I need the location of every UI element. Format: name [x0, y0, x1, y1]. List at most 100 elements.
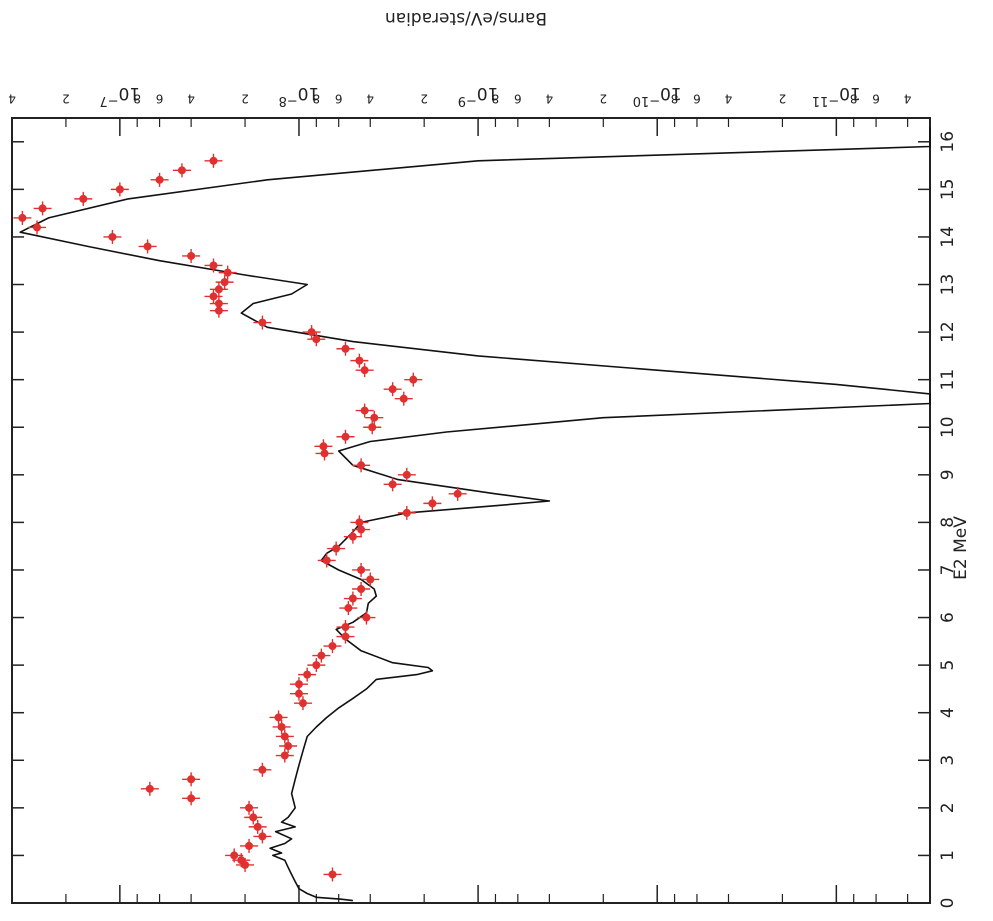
- y-minor-tick-label: 8: [850, 92, 858, 106]
- data-point: [314, 439, 333, 454]
- model-curve-layer: [19, 127, 931, 902]
- data-point: [218, 265, 237, 280]
- y-minor-tick-label: 4: [187, 92, 195, 106]
- data-point: [33, 201, 52, 216]
- y-minor-tick-label: 4: [546, 92, 554, 106]
- data-point: [279, 739, 298, 753]
- data-point: [248, 819, 267, 834]
- x-tick-label: 11: [938, 369, 958, 391]
- y-minor-tick-label: 2: [62, 92, 70, 106]
- data-point: [150, 172, 169, 187]
- data-point: [448, 486, 467, 501]
- y-minor-tick-label: 6: [514, 92, 522, 106]
- data-point: [397, 467, 416, 482]
- x-tick-label: 6: [938, 612, 958, 623]
- data-point: [363, 420, 382, 435]
- data-point: [269, 710, 288, 725]
- y-minor-tick-label: 2: [241, 92, 249, 106]
- data-point: [272, 719, 291, 734]
- data-point: [361, 572, 380, 587]
- y-minor-tick-label: 6: [335, 92, 343, 106]
- x-axis-title: E2 MeV: [951, 516, 971, 580]
- data-point: [275, 729, 294, 744]
- y-minor-tick-label: 8: [313, 92, 321, 106]
- data-point: [182, 791, 201, 806]
- data-point: [204, 289, 223, 304]
- data-point: [215, 275, 234, 290]
- y-minor-tick-label: 8: [671, 92, 679, 106]
- y-major-tick-label: 10−10: [633, 83, 682, 108]
- data-point: [138, 239, 157, 254]
- x-tick-label: 3: [938, 755, 958, 766]
- data-point: [307, 658, 326, 673]
- data-point: [336, 620, 355, 635]
- data-point: [323, 867, 342, 882]
- data-point: [172, 163, 191, 178]
- data-point: [323, 639, 342, 654]
- y-minor-tick-label: 2: [779, 92, 787, 106]
- data-point: [312, 648, 331, 663]
- y-major-tick-label: 10−8: [279, 83, 320, 108]
- data-point: [302, 325, 321, 340]
- data-point: [343, 529, 362, 544]
- data-point: [394, 391, 413, 406]
- data-point: [365, 410, 384, 425]
- data-point: [209, 282, 228, 297]
- x-tick-label: 9: [938, 469, 958, 480]
- data-point: [225, 848, 244, 863]
- x-tick-label: 14: [938, 226, 958, 248]
- data-point: [352, 458, 371, 473]
- y-minor-tick-label: 6: [156, 92, 164, 106]
- plot-frame: [11, 117, 931, 904]
- y-minor-tick-label: 8: [133, 92, 141, 106]
- data-points-layer: [13, 153, 467, 882]
- y-minor-tick-label: 2: [599, 92, 607, 106]
- x-tick-label: 10: [938, 416, 958, 438]
- data-point: [293, 696, 312, 711]
- data-point: [397, 505, 416, 520]
- y-major-tick-label: 10−9: [458, 83, 499, 108]
- model-curve: [19, 127, 931, 902]
- data-point: [275, 748, 294, 763]
- y-axis-title: Barns/eV/steradian: [385, 8, 547, 28]
- data-point: [298, 667, 317, 682]
- data-point: [327, 541, 346, 556]
- y-major-tick-label: 10−11: [812, 83, 861, 108]
- data-point: [355, 363, 374, 378]
- x-tick-label: 4: [938, 707, 958, 718]
- data-point: [240, 800, 259, 815]
- data-point: [336, 341, 355, 356]
- data-point: [103, 229, 122, 244]
- data-point: [352, 562, 371, 577]
- y-minor-tick-label: 4: [904, 92, 912, 106]
- data-point: [289, 677, 308, 692]
- y-minor-tick-label: 4: [8, 92, 16, 106]
- data-point: [383, 382, 402, 397]
- data-point: [343, 591, 362, 606]
- data-point: [204, 153, 223, 168]
- x-tick-label: 2: [938, 802, 958, 813]
- data-point: [423, 496, 442, 511]
- data-point: [357, 610, 376, 625]
- y-axis-ticks: 10−7 10−8 10−9 10−10 10−114 2 8 6 4 2 8 6 4 2 8 6 4 2 8 6 4 2…: [8, 83, 911, 903]
- x-tick-label: 0: [938, 898, 958, 909]
- data-point: [110, 182, 129, 197]
- x-tick-label: 1: [938, 850, 958, 861]
- data-point: [350, 353, 369, 368]
- data-point: [13, 210, 32, 225]
- data-point: [204, 258, 223, 273]
- data-point: [355, 403, 374, 418]
- data-point: [253, 315, 272, 330]
- data-point: [240, 838, 259, 853]
- data-point: [182, 248, 201, 263]
- data-point: [404, 372, 423, 387]
- x-tick-label: 7: [938, 565, 958, 576]
- y-minor-tick-label: 4: [725, 92, 733, 106]
- data-point: [209, 296, 228, 311]
- x-tick-label: 5: [938, 660, 958, 671]
- data-point: [307, 332, 326, 347]
- x-tick-label: 8: [938, 517, 958, 528]
- data-point: [253, 762, 272, 777]
